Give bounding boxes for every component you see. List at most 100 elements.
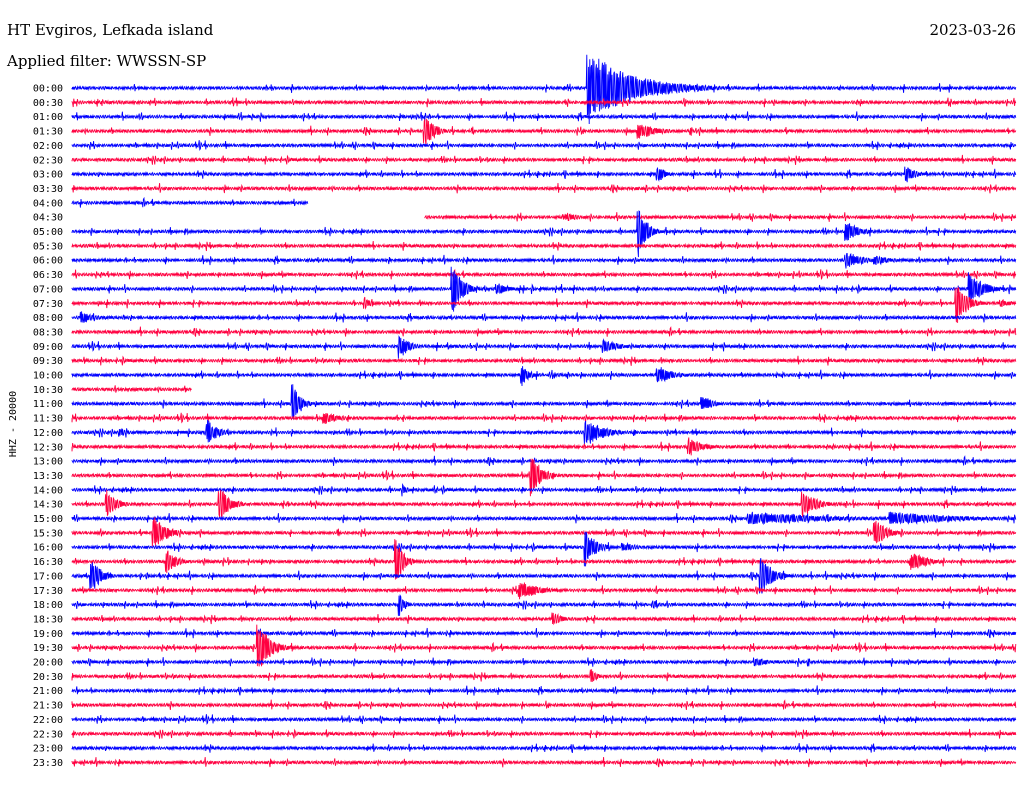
row-label: 01:00: [33, 112, 63, 123]
row-label: 13:00: [33, 457, 63, 468]
trace-row: [71, 240, 1017, 252]
trace-row: [71, 517, 1017, 547]
trace-row: [71, 558, 1017, 594]
row-label: 02:30: [33, 155, 63, 166]
row-label: 16:30: [33, 557, 63, 568]
row-label: 15:00: [33, 514, 63, 525]
trace-row: [71, 699, 1017, 710]
row-labels: 00:00 00:30 01:00 01:30 02:00 02:30 03:00 03:30…: [33, 84, 63, 769]
trace-row: [71, 437, 1017, 456]
row-label: 17:30: [33, 586, 63, 597]
trace-row: [71, 266, 1017, 312]
trace-row: [71, 511, 1017, 526]
row-label: 06:00: [33, 256, 63, 267]
row-label: 19:30: [33, 643, 63, 654]
trace-row: [71, 612, 1017, 626]
trace-row: [71, 657, 1017, 667]
trace-row: [71, 335, 1017, 359]
trace-row: [71, 385, 192, 394]
row-label: 23:00: [33, 744, 63, 755]
row-label: 08:30: [33, 327, 63, 338]
row-label: 10:30: [33, 385, 63, 396]
row-label: 18:30: [33, 614, 63, 625]
trace-row: [71, 539, 1017, 580]
trace-row: [71, 489, 1017, 519]
trace-row: [71, 757, 1017, 768]
row-label: 21:30: [33, 701, 63, 712]
row-label: 07:30: [33, 299, 63, 310]
trace-row: [71, 196, 309, 208]
row-label: 11:00: [33, 399, 63, 410]
trace-row: [71, 311, 1017, 323]
station-title: HT Evgiros, Lefkada island: [7, 21, 214, 39]
date-label: 2023-03-26: [930, 21, 1016, 39]
trace-row: [71, 624, 1017, 667]
trace-row: [71, 582, 1017, 600]
trace-row: [71, 743, 1017, 754]
trace-row: [71, 210, 1017, 258]
trace-row: [71, 669, 1017, 683]
trace-row: [71, 412, 1017, 425]
trace-row: [424, 212, 1017, 222]
y-axis-label: HHZ - 20000: [8, 391, 19, 457]
trace-row: [71, 714, 1017, 725]
trace-row: [71, 111, 1017, 122]
row-label: 22:30: [33, 729, 63, 740]
row-label: 00:30: [33, 98, 63, 109]
trace-row: [71, 728, 1017, 739]
row-label: 14:00: [33, 485, 63, 496]
row-label: 13:30: [33, 471, 63, 482]
row-label: 07:00: [33, 284, 63, 295]
row-label: 14:30: [33, 500, 63, 511]
trace-row: [71, 286, 1017, 323]
row-label: 15:30: [33, 528, 63, 539]
trace-row: [71, 268, 1017, 280]
row-label: 11:30: [33, 414, 63, 425]
row-label: 05:00: [33, 227, 63, 238]
trace-row: [71, 482, 1017, 497]
trace-row: [71, 419, 1017, 444]
row-label: 18:00: [33, 600, 63, 611]
row-label: 17:00: [33, 571, 63, 582]
row-label: 02:00: [33, 141, 63, 152]
row-label: 19:00: [33, 629, 63, 640]
trace-row: [71, 140, 1017, 151]
row-label: 10:00: [33, 371, 63, 382]
row-label: 01:30: [33, 127, 63, 138]
trace-row: [71, 166, 1017, 183]
filter-label: Applied filter: WWSSN-SP: [6, 52, 206, 70]
trace-row: [71, 183, 1017, 194]
row-label: 03:30: [33, 184, 63, 195]
row-label: 06:30: [33, 270, 63, 281]
trace-row: [71, 252, 1017, 269]
trace-row: [71, 627, 1017, 639]
row-label: 00:00: [33, 84, 63, 95]
trace-row: [71, 384, 1017, 420]
row-label: 09:30: [33, 356, 63, 367]
row-label: 16:00: [33, 543, 63, 554]
row-label: 23:30: [33, 758, 63, 769]
row-label: 08:00: [33, 313, 63, 324]
trace-row: [71, 455, 1017, 467]
trace-row: [71, 97, 1017, 108]
row-label: 04:00: [33, 198, 63, 209]
row-label: 21:00: [33, 686, 63, 697]
row-label: 09:00: [33, 342, 63, 353]
trace-row: [71, 54, 1017, 125]
trace-row: [71, 154, 1017, 165]
trace-row: [71, 531, 1017, 567]
trace-row: [71, 458, 1017, 497]
row-label: 05:30: [33, 241, 63, 252]
trace-row: [71, 355, 1017, 366]
row-label: 12:00: [33, 428, 63, 439]
row-label: 04:30: [33, 213, 63, 224]
trace-row: [71, 326, 1017, 337]
row-label: 20:30: [33, 672, 63, 683]
row-label: 12:30: [33, 442, 63, 453]
trace-row: [71, 594, 1017, 616]
trace-row: [71, 366, 1017, 387]
row-label: 03:00: [33, 170, 63, 181]
trace-row: [71, 118, 1017, 146]
